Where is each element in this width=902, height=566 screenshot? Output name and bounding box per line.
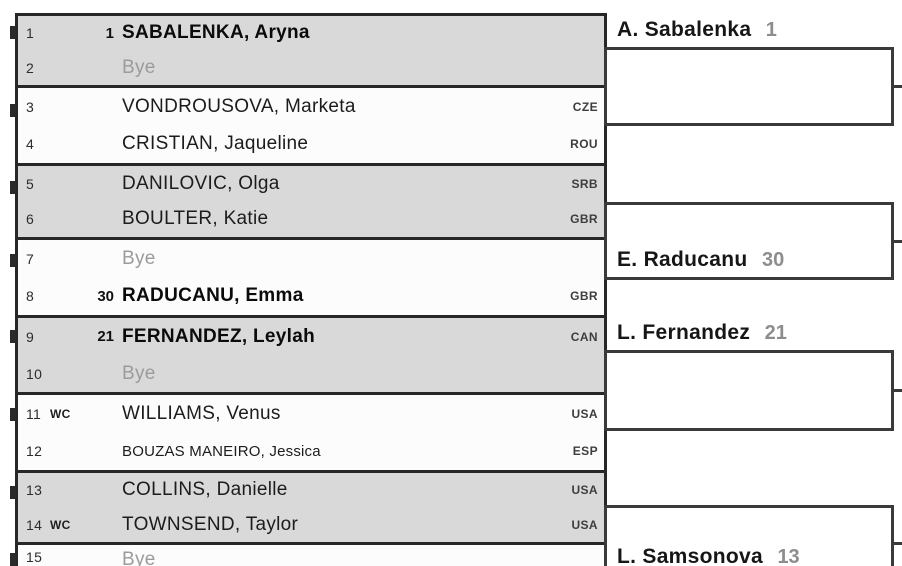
entry-player-name: TOWNSEND, Taylor <box>122 513 299 535</box>
draw-pair-block: 3 VONDROUSOVA, Marketa CZE 4 CRISTIAN, J… <box>18 88 604 166</box>
winner-name: A. Sabalenka <box>617 18 752 41</box>
entry-position: 8 <box>26 288 35 305</box>
entry-position: 5 <box>26 175 35 192</box>
bracket-match-box <box>604 505 894 566</box>
draw-row: 6 BOULTER, Katie GBR <box>18 202 604 238</box>
entry-player-name: Bye <box>122 549 156 566</box>
draw-pair-block: 13 COLLINS, Danielle USA 14 WC TOWNSEND,… <box>18 473 604 545</box>
bracket-match-box <box>604 202 894 280</box>
entry-country-code: CAN <box>570 329 598 344</box>
entry-player-name: Bye <box>122 362 156 384</box>
draw-row: 5 DANILOVIC, Olga SRB <box>18 166 604 202</box>
entry-player-name: SABALENKA, Aryna <box>122 22 310 44</box>
entry-country-code: ESP <box>572 444 598 459</box>
entry-player-name: COLLINS, Danielle <box>122 479 288 501</box>
winner-seed: 13 <box>777 546 800 566</box>
draw-row: 15 Bye <box>18 545 604 566</box>
draw-row: 1 1 SABALENKA, Aryna <box>18 16 604 51</box>
entry-player-name: DANILOVIC, Olga <box>122 172 280 194</box>
entry-country-code: USA <box>571 483 598 498</box>
entry-country-code: USA <box>571 517 598 532</box>
entry-player-name: BOUZAS MANEIRO, Jessica <box>122 442 321 460</box>
draw-row: 10 Bye <box>18 355 604 392</box>
entry-country-code: GBR <box>570 212 598 227</box>
entry-position: 1 <box>26 25 35 42</box>
draw-row: 3 VONDROUSOVA, Marketa CZE <box>18 88 604 126</box>
entry-player-name: Bye <box>122 247 156 269</box>
winner-label: L. Samsonova 13 <box>617 541 800 566</box>
bracket-connector <box>893 85 902 88</box>
draw-pair-block: 15 Bye <box>18 545 604 566</box>
entry-country-code: USA <box>571 406 598 421</box>
bracket-match-box <box>604 47 894 126</box>
entry-seed: 1 <box>105 24 114 42</box>
entry-position: 6 <box>26 211 35 228</box>
entry-player-name: CRISTIAN, Jaqueline <box>122 133 309 155</box>
entry-player-name: BOULTER, Katie <box>122 208 269 230</box>
bracket-match-box <box>604 350 894 431</box>
entry-position: 14 <box>26 516 43 533</box>
entry-player-name: WILLIAMS, Venus <box>122 402 281 424</box>
draw-row: 8 30 RADUCANU, Emma GBR <box>18 278 604 316</box>
draw-pair-block: 5 DANILOVIC, Olga SRB 6 BOULTER, Katie G… <box>18 166 604 240</box>
bracket-connector <box>893 389 902 392</box>
entry-player-name: Bye <box>122 56 156 78</box>
winner-seed: 30 <box>761 249 785 271</box>
draw-row: 11 WC WILLIAMS, Venus USA <box>18 395 604 433</box>
table-edge-tick <box>10 254 16 267</box>
entry-position: 2 <box>26 59 35 76</box>
entry-position: 7 <box>26 250 35 267</box>
draw-row: 12 BOUZAS MANEIRO, Jessica ESP <box>18 433 604 471</box>
draw-row: 7 Bye <box>18 240 604 278</box>
table-edge-tick <box>10 408 16 421</box>
entry-position: 3 <box>26 98 35 115</box>
bracket-connector <box>893 542 902 545</box>
table-edge-tick <box>10 104 16 117</box>
entry-player-name: FERNANDEZ, Leylah <box>122 325 316 347</box>
draw-pair-block: 11 WC WILLIAMS, Venus USA 12 BOUZAS MANE… <box>18 395 604 473</box>
entry-position: 15 <box>26 549 43 565</box>
draw-row: 2 Bye <box>18 51 604 86</box>
table-edge-tick <box>10 486 16 499</box>
entry-position: 4 <box>26 136 35 153</box>
draw-pair-block: 9 21 FERNANDEZ, Leylah CAN 10 Bye <box>18 318 604 395</box>
winner-label: A. Sabalenka 1 <box>617 14 777 46</box>
winner-seed: 21 <box>764 322 787 344</box>
entry-country-code: CZE <box>572 99 598 114</box>
entry-position: 11 <box>26 405 42 422</box>
entry-wildcard-tag: WC <box>50 406 71 421</box>
table-edge-tick <box>10 330 16 343</box>
draw-pair-block: 1 1 SABALENKA, Aryna 2 Bye <box>18 16 604 88</box>
first-round-table: 1 1 SABALENKA, Aryna 2 Bye 3 VONDROUSOVA… <box>15 13 607 566</box>
draw-pair-block: 7 Bye 8 30 RADUCANU, Emma GBR <box>18 240 604 318</box>
entry-country-code: SRB <box>571 176 598 191</box>
entry-wildcard-tag: WC <box>50 517 71 532</box>
entry-position: 9 <box>26 328 35 345</box>
entry-player-name: RADUCANU, Emma <box>122 285 304 307</box>
draw-row: 4 CRISTIAN, Jaqueline ROU <box>18 126 604 164</box>
table-edge-tick <box>10 181 16 194</box>
entry-country-code: ROU <box>570 137 598 152</box>
entry-player-name: VONDROUSOVA, Marketa <box>122 95 356 117</box>
winner-label: E. Raducanu 30 <box>617 244 784 276</box>
winner-name: E. Raducanu <box>617 248 748 271</box>
entry-country-code: GBR <box>570 289 598 304</box>
winner-label: L. Fernandez 21 <box>617 317 787 349</box>
table-edge-tick <box>10 553 16 566</box>
entry-position: 10 <box>26 365 43 382</box>
draw-row: 9 21 FERNANDEZ, Leylah CAN <box>18 318 604 355</box>
draw-row: 13 COLLINS, Danielle USA <box>18 473 604 508</box>
bracket-connector <box>893 240 902 243</box>
entry-position: 12 <box>26 443 43 460</box>
entry-seed: 21 <box>97 328 114 345</box>
winner-seed: 1 <box>765 19 777 41</box>
entry-position: 13 <box>26 482 43 499</box>
winner-name: L. Fernandez <box>617 321 751 344</box>
draw-row: 14 WC TOWNSEND, Taylor USA <box>18 508 604 543</box>
table-edge-tick <box>10 26 16 39</box>
entry-seed: 30 <box>97 287 114 305</box>
winner-name: L. Samsonova <box>617 545 763 566</box>
